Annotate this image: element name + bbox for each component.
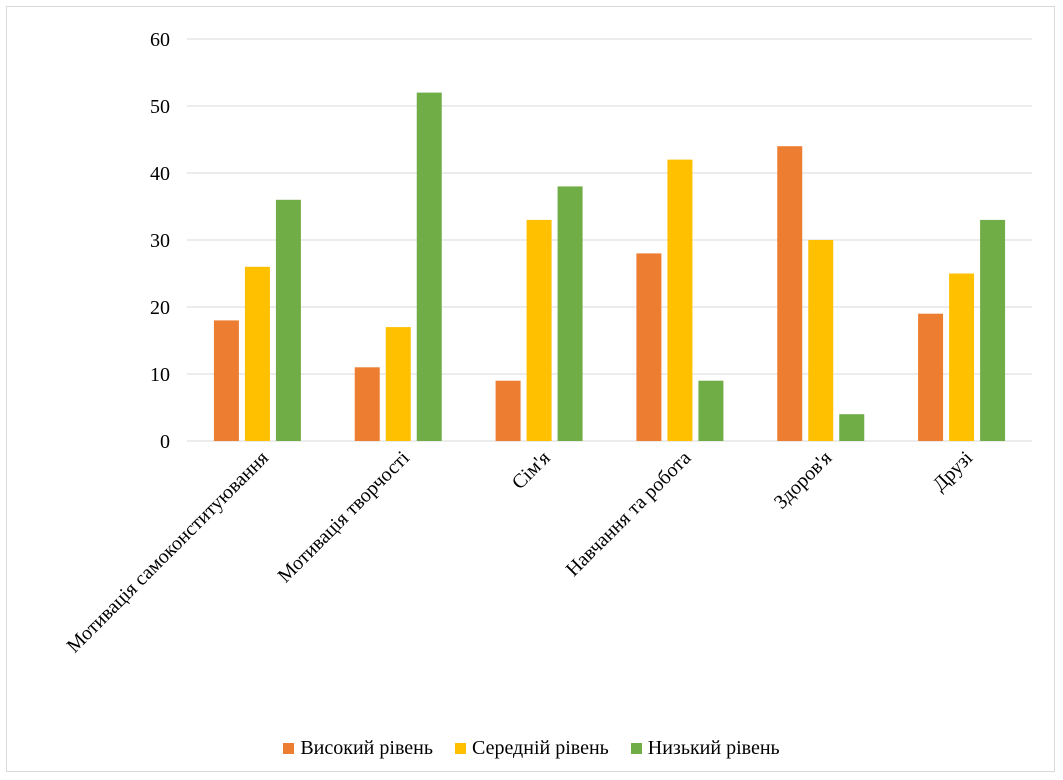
y-tick-label: 30 [150, 230, 170, 252]
bar [949, 273, 975, 441]
x-tick-label: Друзі [928, 447, 977, 496]
legend-label: Високий рівень [300, 736, 433, 759]
legend-item: Середній рівень [454, 736, 609, 760]
y-tick-label: 10 [150, 364, 170, 386]
legend-item: Низький рівень [630, 736, 780, 760]
legend-label: Низький рівень [647, 736, 780, 759]
bar [213, 320, 239, 441]
bar [244, 266, 270, 441]
x-tick-label: Мотивація творчості [274, 447, 415, 588]
x-tick-label: Здоров'я [770, 447, 836, 513]
legend-swatch [283, 742, 295, 754]
bar [636, 253, 662, 441]
x-tick-label: Навчання та робота [562, 447, 696, 581]
legend-label: Середній рівень [471, 736, 609, 759]
bar [354, 367, 380, 441]
x-axis-labels: Мотивація самоконституювання Мотивація тв… [63, 447, 978, 658]
bar [667, 159, 693, 441]
y-tick-label: 40 [150, 163, 170, 185]
bar [698, 380, 724, 441]
legend-swatch [630, 742, 642, 754]
legend-swatch [454, 742, 466, 754]
bar [526, 219, 552, 441]
bar [980, 219, 1006, 441]
bar [808, 240, 834, 441]
bar [777, 146, 803, 441]
legend: Високий рівень Середній рівень Низький рів… [0, 736, 1063, 760]
y-tick-label: 60 [150, 29, 170, 51]
y-tick-label: 50 [150, 96, 170, 118]
bars [213, 92, 1006, 441]
y-axis-ticks: 0 10 20 30 40 50 60 [150, 29, 170, 453]
x-tick-label: Сім'я [508, 447, 555, 494]
legend-item: Високий рівень [283, 737, 433, 760]
y-tick-label: 20 [150, 297, 170, 319]
bar [385, 327, 411, 441]
x-tick-label: Мотивація самоконституювання [63, 447, 273, 657]
bar [275, 199, 301, 441]
bar [495, 380, 521, 441]
gridlines [187, 38, 1032, 442]
y-tick-label: 0 [160, 431, 170, 453]
bar [557, 186, 583, 441]
bar [416, 92, 442, 441]
bar [918, 313, 944, 441]
bar [839, 414, 865, 441]
